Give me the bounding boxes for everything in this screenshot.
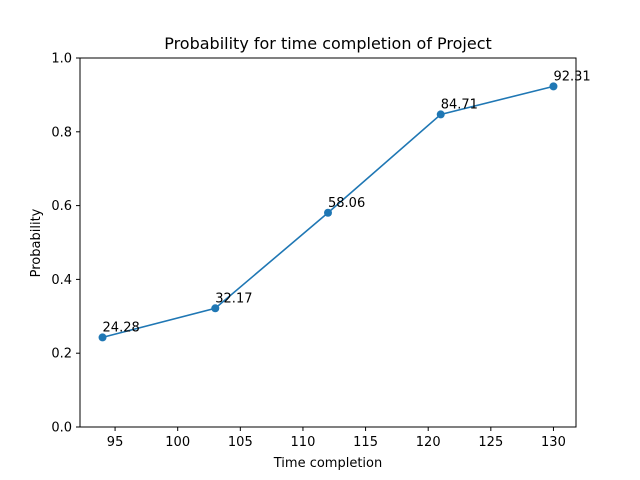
y-tick-label: 0.2: [51, 347, 72, 362]
data-point: [324, 208, 332, 217]
data-point: [549, 82, 558, 91]
x-tick-label: 125: [478, 435, 503, 450]
x-tick-label: 105: [228, 435, 253, 450]
plot-frame: [79, 57, 577, 428]
x-tick-label: 95: [107, 435, 124, 450]
data-point: [211, 304, 220, 313]
x-tick-label: 130: [541, 435, 566, 450]
y-axis-label: Probability: [29, 208, 44, 277]
plot-area: 95 100 105 110 115 120 125 130 0.0 0.2 0.4 0.6 0.8 1.…: [51, 52, 590, 451]
data-point: [98, 333, 107, 342]
y-tick-label: 1.0: [51, 52, 72, 67]
x-tick-label: 100: [165, 435, 190, 450]
y-tick-label: 0.6: [51, 199, 72, 214]
data-label: 92.31: [553, 69, 590, 84]
x-tick-label: 110: [291, 435, 316, 450]
x-axis-label: Time completion: [273, 456, 382, 471]
y-tick-label: 0.4: [51, 273, 72, 288]
x-tick-label: 115: [353, 435, 378, 450]
data-label: 58.06: [328, 196, 365, 211]
data-label: 32.17: [215, 291, 252, 306]
y-tick-label: 0.8: [51, 125, 72, 140]
x-tick-label: 120: [416, 435, 441, 450]
data-label: 84.71: [441, 97, 478, 112]
y-tick-label: 0.0: [51, 421, 72, 436]
chart-title: Probability for time completion of Proje…: [164, 34, 492, 53]
data-label: 24.28: [103, 320, 140, 335]
data-point: [436, 110, 445, 119]
